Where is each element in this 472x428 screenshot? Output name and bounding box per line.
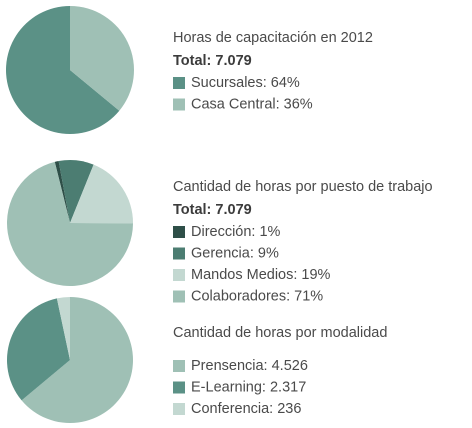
pie-slice (70, 6, 134, 111)
legend-swatch (173, 403, 185, 415)
legend-swatch (173, 381, 185, 394)
legend-swatch (173, 226, 185, 238)
pie-slice (54, 161, 70, 223)
chart-title: Cantidad de horas por puesto de trabajo (173, 179, 433, 195)
legend-swatch (173, 77, 185, 89)
pie-slice (58, 160, 94, 223)
chart-subtitle: Total: 7.079 (173, 53, 252, 69)
legend-label: Dirección: 1% (191, 224, 281, 240)
chart-subtitle: Total: 7.079 (173, 202, 252, 218)
legend-swatch (173, 247, 185, 260)
chart-title: Cantidad de horas por modalidad (173, 325, 387, 341)
pie-slice (5, 6, 120, 135)
legend-swatch (173, 98, 185, 111)
pie-slice (56, 297, 70, 360)
legend-label: Conferencia: 236 (191, 401, 301, 417)
chart-title: Horas de capacitación en 2012 (173, 30, 373, 46)
legend-label: Gerencia: 9% (191, 245, 279, 261)
pie-slice (7, 161, 133, 286)
legend-swatch (173, 269, 185, 281)
pie-slice (6, 298, 71, 401)
legend-label: Prensencia: 4.526 (191, 358, 308, 374)
legend-swatch (173, 360, 185, 372)
legend-swatch (173, 290, 185, 303)
legend-label: Casa Central: 36% (191, 96, 313, 112)
pie-slice (21, 297, 133, 423)
legend-label: Colaboradores: 71% (191, 288, 323, 304)
legend-label: Sucursales: 64% (191, 75, 300, 91)
legend-label: E-Learning: 2.317 (191, 379, 306, 395)
legend-label: Mandos Medios: 19% (191, 267, 331, 283)
pie-slice (70, 164, 133, 224)
